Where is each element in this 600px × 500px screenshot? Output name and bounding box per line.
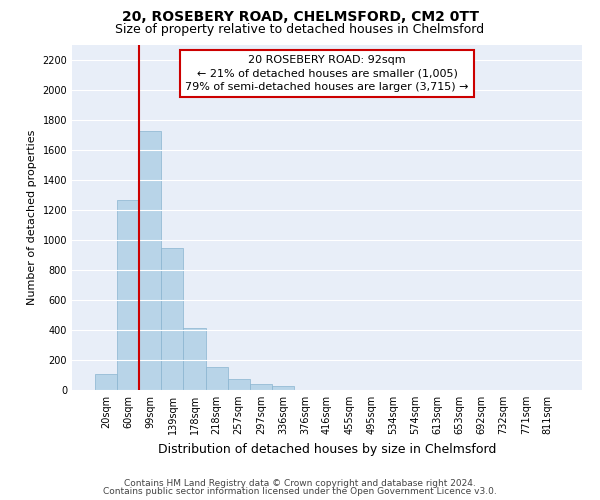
Bar	[95, 374, 117, 390]
Text: 20, ROSEBERY ROAD, CHELMSFORD, CM2 0TT: 20, ROSEBERY ROAD, CHELMSFORD, CM2 0TT	[121, 10, 479, 24]
Text: Contains HM Land Registry data © Crown copyright and database right 2024.: Contains HM Land Registry data © Crown c…	[124, 478, 476, 488]
Bar	[206, 367, 227, 390]
Bar	[227, 379, 250, 390]
X-axis label: Distribution of detached houses by size in Chelmsford: Distribution of detached houses by size …	[158, 442, 496, 456]
Bar	[117, 200, 139, 390]
Bar	[250, 384, 272, 390]
Bar	[161, 248, 184, 390]
Bar	[139, 130, 161, 390]
Y-axis label: Number of detached properties: Number of detached properties	[27, 130, 37, 305]
Bar	[184, 328, 206, 390]
Bar	[272, 386, 294, 390]
Text: 20 ROSEBERY ROAD: 92sqm
← 21% of detached houses are smaller (1,005)
79% of semi: 20 ROSEBERY ROAD: 92sqm ← 21% of detache…	[185, 56, 469, 92]
Text: Size of property relative to detached houses in Chelmsford: Size of property relative to detached ho…	[115, 22, 485, 36]
Text: Contains public sector information licensed under the Open Government Licence v3: Contains public sector information licen…	[103, 487, 497, 496]
